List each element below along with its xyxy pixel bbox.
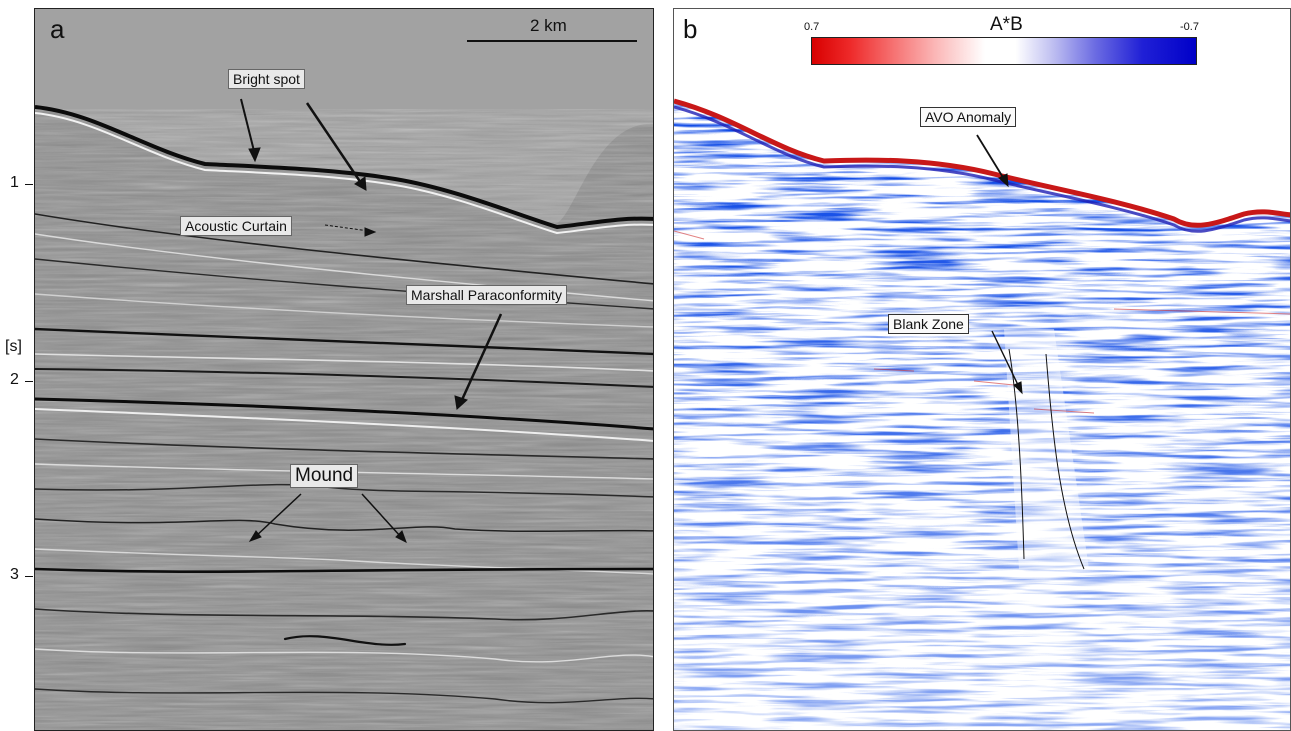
y-tick-3 bbox=[25, 576, 33, 577]
y-tick-label-3: 3 bbox=[10, 566, 19, 583]
y-tick-1 bbox=[25, 184, 33, 185]
y-tick-label-1: 1 bbox=[10, 174, 19, 191]
colorbar-min-label: 0.7 bbox=[804, 21, 820, 33]
y-axis-label: [s] bbox=[5, 338, 22, 355]
seismic-panel-a bbox=[34, 8, 654, 731]
label-marshall-paraconformity: Marshall Paraconformity bbox=[406, 285, 567, 305]
label-avo-anomaly: AVO Anomaly bbox=[920, 107, 1017, 127]
label-acoustic-curtain: Acoustic Curtain bbox=[180, 216, 292, 236]
scale-bar-label: 2 km bbox=[530, 16, 567, 35]
seismic-image-a bbox=[35, 9, 653, 730]
label-bright-spot: Bright spot bbox=[228, 69, 305, 89]
seismic-image-b bbox=[674, 9, 1290, 730]
y-tick-2 bbox=[25, 381, 33, 382]
label-mound: Mound bbox=[290, 464, 359, 488]
label-blank-zone: Blank Zone bbox=[888, 314, 969, 334]
colorbar bbox=[811, 37, 1197, 65]
colorbar-title: A*B bbox=[990, 14, 1023, 35]
colorbar-max-label: -0.7 bbox=[1180, 21, 1199, 33]
y-tick-label-2: 2 bbox=[10, 371, 19, 388]
panel-letter-a: a bbox=[50, 14, 65, 44]
panel-letter-b: b bbox=[683, 14, 698, 44]
seismic-panel-b bbox=[673, 8, 1291, 731]
